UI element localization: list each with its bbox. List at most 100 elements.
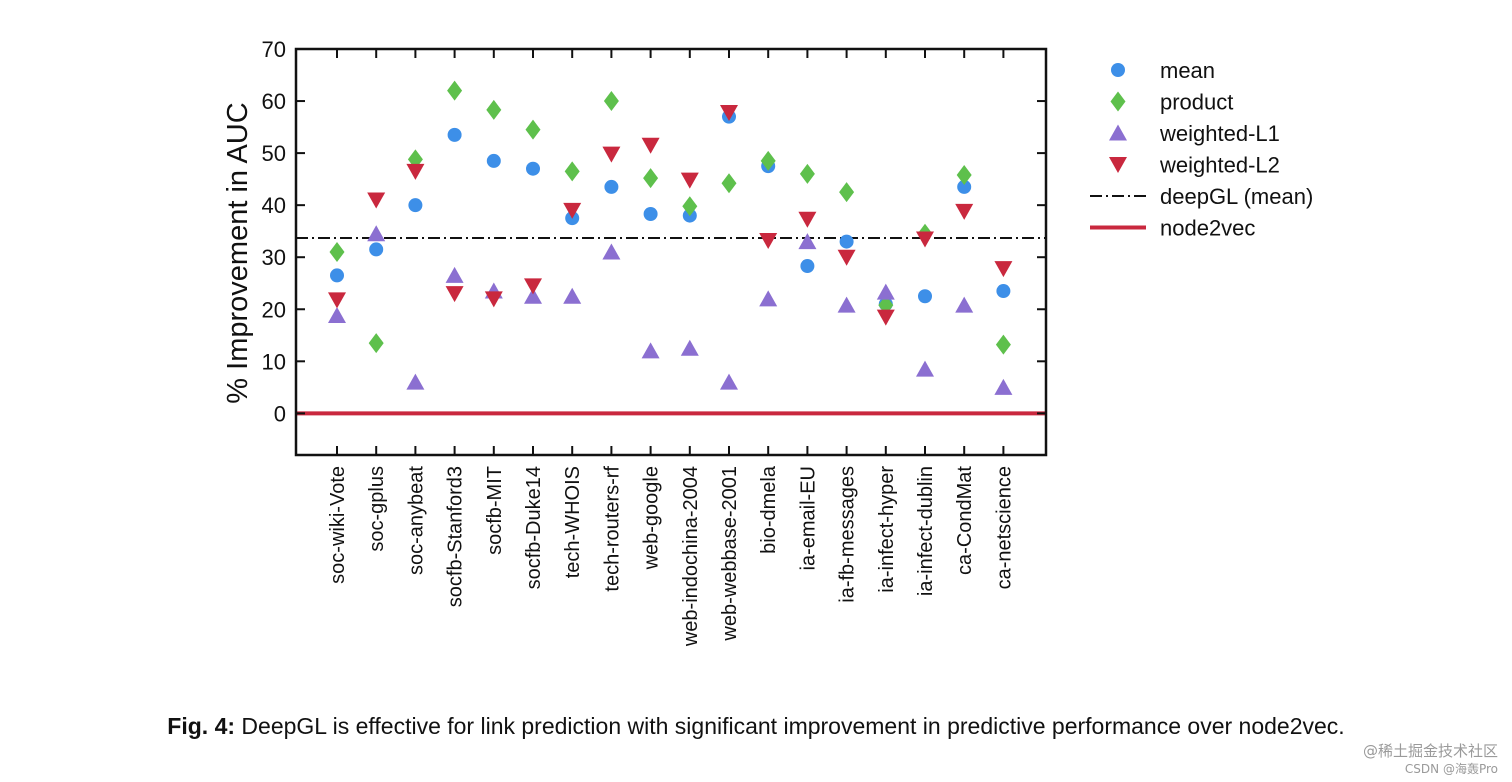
- point-weighted-L2-ca-netscience: [994, 261, 1013, 278]
- point-product-web-webbase-2001: [721, 173, 737, 194]
- y-tick-label-0: 0: [274, 401, 286, 426]
- point-weighted-L1-soc-gplus: [367, 225, 386, 242]
- x-tick-label-soc-wiki-Vote: soc-wiki-Vote: [327, 466, 349, 584]
- point-weighted-L1-soc-wiki-Vote: [328, 307, 346, 324]
- legend-label-deepgl-mean-: deepGL (mean): [1160, 184, 1313, 209]
- point-weighted-L1-soc-anybeat: [406, 373, 425, 390]
- point-weighted-L1-ca-CondMat: [955, 296, 974, 313]
- x-tick-label-socfb-MIT: socfb-MIT: [484, 466, 506, 555]
- point-weighted-L1-socfb-Duke14: [524, 287, 542, 304]
- point-weighted-L1-ia-infect-dublin: [916, 360, 934, 377]
- point-weighted-L2-tech-WHOIS: [563, 202, 582, 219]
- point-weighted-L2-socfb-Duke14: [524, 278, 542, 295]
- point-product-soc-wiki-Vote: [329, 242, 345, 262]
- point-product-soc-gplus: [368, 333, 384, 354]
- point-product-web-indochina-2004: [682, 196, 698, 217]
- x-tick-label-ia-email-EU: ia-email-EU: [797, 466, 819, 570]
- point-weighted-L1-ia-fb-messages: [837, 296, 856, 313]
- point-mean-socfb-Stanford3: [447, 127, 462, 142]
- legend-label-node2vec: node2vec: [1160, 216, 1255, 241]
- y-tick-label-50: 50: [262, 141, 286, 166]
- point-weighted-L2-ia-infect-hyper: [876, 309, 895, 326]
- legend-marker-weighted-L2: [1109, 157, 1127, 173]
- point-weighted-L1-tech-routers-rf: [602, 243, 621, 260]
- legend-label-weighted-L2: weighted-L2: [1159, 153, 1280, 178]
- point-product-tech-WHOIS: [564, 161, 580, 182]
- y-tick-label-60: 60: [262, 89, 286, 114]
- point-product-ia-email-EU: [799, 163, 815, 184]
- point-weighted-L1-ca-netscience: [994, 378, 1013, 395]
- point-weighted-L2-bio-dmela: [759, 233, 778, 250]
- point-weighted-L2-socfb-MIT: [484, 291, 503, 308]
- x-tick-label-socfb-Stanford3: socfb-Stanford3: [445, 466, 467, 607]
- x-tick-label-web-webbase-2001: web-webbase-2001: [719, 466, 741, 642]
- point-product-ca-netscience: [995, 334, 1011, 355]
- point-weighted-L2-ia-email-EU: [798, 211, 817, 228]
- point-weighted-L2-web-google: [641, 137, 660, 154]
- x-tick-label-web-indochina-2004: web-indochina-2004: [680, 466, 702, 647]
- y-tick-label-10: 10: [262, 349, 286, 374]
- caption-label: Fig. 4:: [167, 713, 236, 739]
- y-tick-label-70: 70: [262, 37, 286, 62]
- x-tick-label-ca-CondMat: ca-CondMat: [954, 466, 976, 575]
- point-mean-ia-email-EU: [800, 259, 815, 274]
- point-weighted-L1-web-indochina-2004: [680, 339, 699, 356]
- y-tick-label-20: 20: [262, 297, 286, 322]
- point-product-socfb-Duke14: [525, 119, 541, 140]
- point-weighted-L2-tech-routers-rf: [602, 146, 621, 163]
- x-tick-label-socfb-Duke14: socfb-Duke14: [523, 466, 545, 589]
- point-product-socfb-Stanford3: [447, 80, 463, 101]
- point-weighted-L1-web-google: [641, 342, 660, 359]
- legend: mean product weighted-L1 weighted-L2 deepGL …: [1090, 58, 1313, 241]
- legend-marker-mean: [1111, 63, 1125, 77]
- point-mean-soc-wiki-Vote: [330, 268, 344, 283]
- point-mean-ca-CondMat: [957, 179, 972, 194]
- y-tick-label-30: 30: [262, 245, 286, 270]
- legend-label-weighted-L1: weighted-L1: [1159, 121, 1280, 146]
- point-weighted-L2-ia-fb-messages: [837, 249, 856, 266]
- point-product-ia-fb-messages: [839, 182, 855, 203]
- point-mean-tech-routers-rf: [604, 179, 619, 194]
- legend-marker-product: [1110, 91, 1126, 112]
- point-product-ca-CondMat: [956, 164, 972, 185]
- point-mean-soc-gplus: [369, 242, 384, 257]
- x-tick-label-soc-anybeat: soc-anybeat: [405, 466, 427, 575]
- point-weighted-L1-web-webbase-2001: [720, 373, 738, 390]
- point-mean-ia-fb-messages: [839, 234, 854, 249]
- watermark-juejin: @稀土掘金技术社区: [1362, 742, 1498, 760]
- point-product-socfb-MIT: [486, 99, 502, 120]
- x-tick-label-web-google: web-google: [641, 466, 663, 570]
- x-tick-label-soc-gplus: soc-gplus: [366, 466, 388, 552]
- point-mean-soc-anybeat: [408, 198, 423, 213]
- figure-caption: Fig. 4: DeepGL is effective for link pre…: [0, 713, 1512, 740]
- x-tick-label-tech-WHOIS: tech-WHOIS: [562, 466, 584, 578]
- point-weighted-L1-bio-dmela: [759, 290, 778, 307]
- point-product-bio-dmela: [760, 150, 776, 171]
- point-weighted-L1-ia-email-EU: [798, 233, 817, 250]
- legend-marker-weighted-L1: [1109, 124, 1127, 141]
- point-weighted-L2-soc-wiki-Vote: [328, 292, 346, 309]
- x-tick-label-tech-routers-rf: tech-routers-rf: [601, 466, 623, 592]
- caption-text: DeepGL is effective for link prediction …: [241, 713, 1345, 739]
- plot-frame: [294, 47, 1048, 457]
- point-weighted-L1-ia-infect-hyper: [876, 283, 895, 300]
- point-weighted-L2-soc-anybeat: [406, 163, 425, 180]
- point-weighted-L2-socfb-Stanford3: [445, 286, 464, 303]
- x-tick-label-bio-dmela: bio-dmela: [758, 465, 780, 554]
- point-weighted-L1-tech-WHOIS: [563, 287, 582, 304]
- point-product-web-google: [643, 168, 659, 189]
- legend-label-mean: mean: [1160, 58, 1215, 83]
- point-weighted-L2-web-indochina-2004: [680, 172, 699, 189]
- point-product-tech-routers-rf: [603, 91, 619, 112]
- point-weighted-L2-ia-infect-dublin: [916, 231, 934, 248]
- point-mean-ia-infect-dublin: [918, 289, 932, 304]
- link-prediction-chart: 0 10 20 30 40 50 60 70 soc-wiki-Vote soc-gplus soc…: [222, 37, 1313, 647]
- x-tick-label-ca-netscience: ca-netscience: [993, 466, 1015, 589]
- x-tick-label-ia-infect-dublin: ia-infect-dublin: [915, 466, 937, 596]
- x-tick-label-ia-infect-hyper: ia-infect-hyper: [876, 466, 898, 593]
- point-mean-socfb-Duke14: [526, 161, 540, 176]
- point-mean-ca-netscience: [996, 284, 1011, 299]
- point-mean-socfb-MIT: [486, 153, 501, 168]
- y-tick-label-40: 40: [262, 193, 286, 218]
- legend-label-product: product: [1160, 90, 1233, 115]
